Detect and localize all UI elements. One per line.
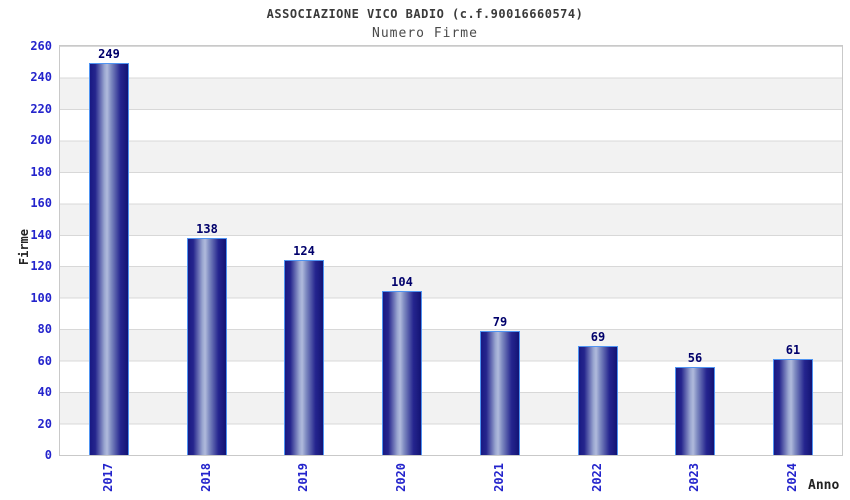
- x-tick-2022: 2022: [590, 463, 604, 492]
- bar-2017: [89, 63, 129, 455]
- x-axis-title: Anno: [808, 478, 840, 493]
- bar-value-label-2022: 69: [590, 330, 606, 344]
- x-tick-2024: 2024: [785, 463, 799, 492]
- y-tick-20: 20: [37, 417, 52, 431]
- y-tick-180: 180: [30, 165, 52, 179]
- y-tick-0: 0: [44, 448, 52, 462]
- x-tick-2023: 2023: [687, 463, 701, 492]
- y-tick-240: 240: [30, 70, 52, 84]
- bar-value-label-2024: 61: [785, 343, 801, 357]
- y-tick-200: 200: [30, 133, 52, 147]
- x-tick-2020: 2020: [394, 463, 408, 492]
- bar-value-label-2023: 56: [687, 351, 703, 365]
- y-tick-120: 120: [30, 259, 52, 273]
- y-tick-100: 100: [30, 291, 52, 305]
- y-tick-40: 40: [37, 385, 52, 399]
- bar-value-label-2017: 249: [98, 47, 120, 61]
- bar-value-label-2021: 79: [492, 315, 508, 329]
- x-tick-2017: 2017: [101, 463, 115, 492]
- bar-2023: [675, 367, 715, 455]
- y-axis-title: Firme: [17, 229, 31, 266]
- bar-value-label-2019: 124: [293, 244, 315, 258]
- x-tick-2021: 2021: [492, 463, 506, 492]
- x-tick-2018: 2018: [199, 463, 213, 492]
- y-tick-220: 220: [30, 102, 52, 116]
- y-tick-260: 260: [30, 39, 52, 53]
- bar-2019: [284, 260, 324, 455]
- x-tick-2019: 2019: [296, 463, 310, 492]
- y-tick-140: 140: [30, 228, 52, 242]
- chart-title: ASSOCIAZIONE VICO BADIO (c.f.90016660574…: [266, 7, 584, 21]
- bar-2020: [382, 291, 422, 455]
- y-tick-60: 60: [37, 354, 52, 368]
- bar-2024: [773, 359, 813, 455]
- bar-2021: [480, 331, 520, 455]
- chart-subtitle: Numero Firme: [372, 26, 478, 41]
- bar-value-label-2020: 104: [391, 275, 413, 289]
- plot-area: 249 138 124 104 79 69 56 61: [59, 45, 843, 456]
- bar-2018: [187, 238, 227, 455]
- y-tick-80: 80: [37, 322, 52, 336]
- y-tick-160: 160: [30, 196, 52, 210]
- bar-2022: [578, 346, 618, 455]
- bar-value-label-2018: 138: [196, 222, 218, 236]
